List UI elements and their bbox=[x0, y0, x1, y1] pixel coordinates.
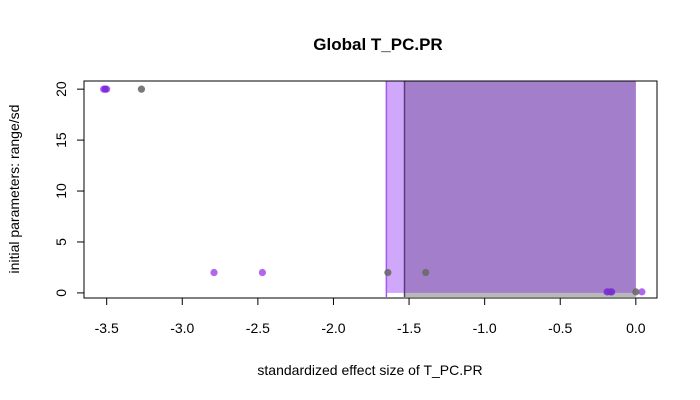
data-point bbox=[210, 268, 218, 277]
x-tick-label: -3.5 bbox=[95, 320, 119, 336]
data-point bbox=[422, 268, 430, 277]
data-point bbox=[137, 85, 146, 93]
x-tick-label: -3.0 bbox=[170, 320, 194, 336]
data-point bbox=[384, 268, 392, 277]
purple-region bbox=[404, 81, 636, 293]
data-point bbox=[638, 288, 646, 296]
data-point bbox=[258, 268, 267, 277]
y-tick-label: 0 bbox=[53, 289, 69, 297]
plot-frame bbox=[83, 80, 658, 299]
data-point bbox=[608, 288, 616, 296]
y-tick-label: 20 bbox=[53, 81, 69, 97]
x-tick-label: -1.0 bbox=[473, 320, 497, 336]
x-tick-label: -1.5 bbox=[397, 320, 421, 336]
chart-title: Global T_PC.PR bbox=[313, 35, 442, 54]
y-axis-label: initial parameters: range/sd bbox=[6, 105, 22, 274]
y-tick-label: 15 bbox=[53, 132, 69, 148]
x-tick-label: 0.0 bbox=[626, 320, 646, 336]
y-tick-label: 5 bbox=[53, 238, 69, 246]
x-axis-label: standardized effect size of T_PC.PR bbox=[257, 362, 482, 378]
data-point bbox=[632, 288, 640, 296]
y-tick-label: 10 bbox=[53, 183, 69, 199]
x-tick-label: -2.5 bbox=[246, 320, 270, 336]
x-tick-label: -2.0 bbox=[321, 320, 345, 336]
data-point bbox=[101, 85, 109, 93]
gray-region bbox=[404, 292, 636, 297]
x-tick-label: -0.5 bbox=[548, 320, 572, 336]
